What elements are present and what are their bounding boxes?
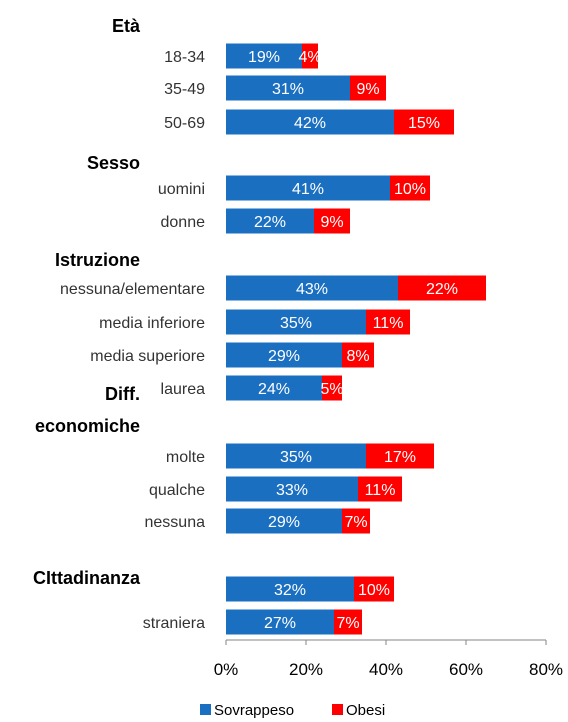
group-label: Diff. [105,384,140,404]
bar-obesi [350,75,386,101]
bar-sovrappeso [226,476,358,502]
data-label-obesi: 22% [426,281,458,298]
bar-obesi [394,109,454,135]
bar-obesi [302,43,318,69]
category-label: straniera [143,615,205,632]
bar-obesi [354,576,394,602]
category-label: nessuna [145,514,206,531]
category-label: 50-69 [164,115,205,132]
bar-sovrappeso [226,275,398,301]
legend-swatch-obesi [332,704,343,715]
data-label-obesi: 4% [298,49,321,66]
data-label-obesi: 9% [320,214,343,231]
data-label-obesi: 9% [356,81,379,98]
bar-sovrappeso [226,208,314,234]
bar-sovrappeso [226,342,342,368]
bar-sovrappeso [226,309,366,335]
bar-obesi [366,443,434,469]
bar-obesi [342,508,370,534]
category-label: 35-49 [164,81,205,98]
bar-sovrappeso [226,43,302,69]
group-label: Età [112,16,141,36]
data-label-obesi: 8% [346,348,369,365]
bar-sovrappeso [226,175,390,201]
legend-label-sovrappeso: Sovrappeso [214,702,294,719]
category-label: qualche [149,482,205,499]
x-axis-tick-label: 20% [289,660,323,679]
data-label-sovrappeso: 32% [274,582,306,599]
data-label-obesi: 7% [344,514,367,531]
x-axis-tick-label: 60% [449,660,483,679]
bar-obesi [322,375,342,401]
data-label-sovrappeso: 43% [296,281,328,298]
data-label-sovrappeso: 35% [280,449,312,466]
data-label-sovrappeso: 22% [254,214,286,231]
category-label: 18-34 [164,49,205,66]
category-label: media superiore [90,348,205,365]
bar-obesi [390,175,430,201]
bar-sovrappeso [226,609,334,635]
data-label-sovrappeso: 24% [258,381,290,398]
bar-sovrappeso [226,109,394,135]
data-label-sovrappeso: 31% [272,81,304,98]
bar-obesi [366,309,410,335]
group-label: CIttadinanza [33,568,141,588]
bar-sovrappeso [226,75,350,101]
data-label-obesi: 11% [373,315,404,332]
category-label: media inferiore [99,315,205,332]
data-label-sovrappeso: 27% [264,615,296,632]
data-label-obesi: 5% [320,381,343,398]
bar-obesi [314,208,350,234]
data-label-obesi: 7% [336,615,359,632]
data-label-sovrappeso: 19% [248,49,280,66]
group-label: Istruzione [55,250,140,270]
bar-obesi [342,342,374,368]
group-label: Sesso [87,153,140,173]
legend-swatch-sovrappeso [200,704,211,715]
x-axis-tick-label: 40% [369,660,403,679]
legend-label-obesi: Obesi [346,702,385,719]
data-label-obesi: 17% [384,449,416,466]
data-label-sovrappeso: 29% [268,514,300,531]
category-label: molte [166,449,205,466]
data-label-sovrappeso: 29% [268,348,300,365]
data-label-obesi: 11% [365,482,396,499]
data-label-obesi: 10% [358,582,390,599]
group-label: economiche [35,416,140,436]
category-label: donne [161,214,206,231]
bar-sovrappeso [226,443,366,469]
data-label-sovrappeso: 35% [280,315,312,332]
bar-obesi [398,275,486,301]
bar-obesi [358,476,402,502]
data-label-sovrappeso: 42% [294,115,326,132]
category-label: uomini [158,181,205,198]
category-label: nessuna/elementare [60,281,205,298]
bar-sovrappeso [226,508,342,534]
data-label-sovrappeso: 33% [276,482,308,499]
x-axis-tick-label: 0% [214,660,239,679]
bar-obesi [334,609,362,635]
bar-sovrappeso [226,375,322,401]
data-label-obesi: 15% [408,115,440,132]
bar-sovrappeso [226,576,354,602]
x-axis-tick-label: 80% [529,660,563,679]
data-label-obesi: 10% [394,181,426,198]
category-label: laurea [161,381,206,398]
data-label-sovrappeso: 41% [292,181,324,198]
